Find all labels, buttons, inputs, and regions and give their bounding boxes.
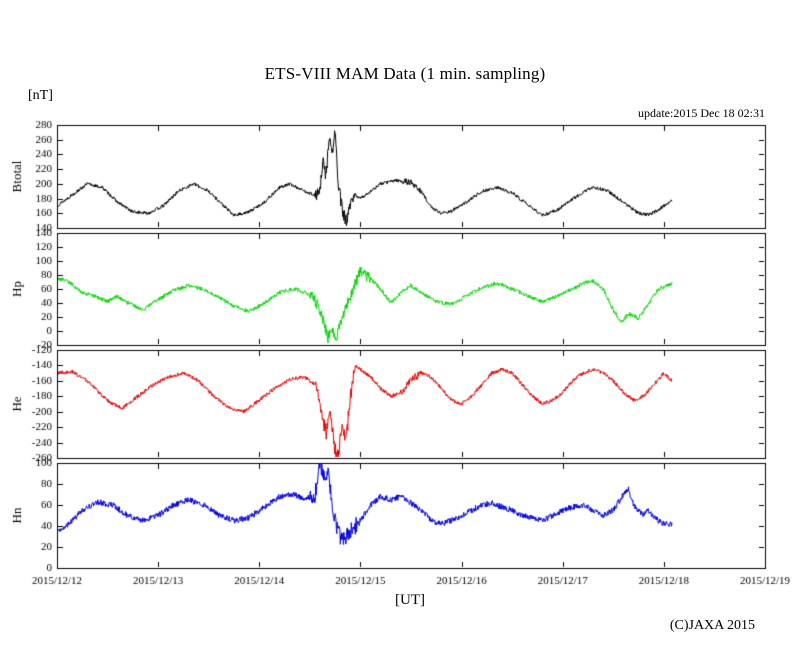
page-title: ETS-VIII MAM Data (1 min. sampling) [264,64,546,83]
x-axis-label: [UT] [395,592,425,608]
update-timestamp: update:2015 Dec 18 02:31 [638,106,765,120]
mam-data-plot-canvas [0,120,810,595]
y-unit-label: [nT] [28,88,53,103]
copyright-label: (C)JAXA 2015 [669,618,755,633]
